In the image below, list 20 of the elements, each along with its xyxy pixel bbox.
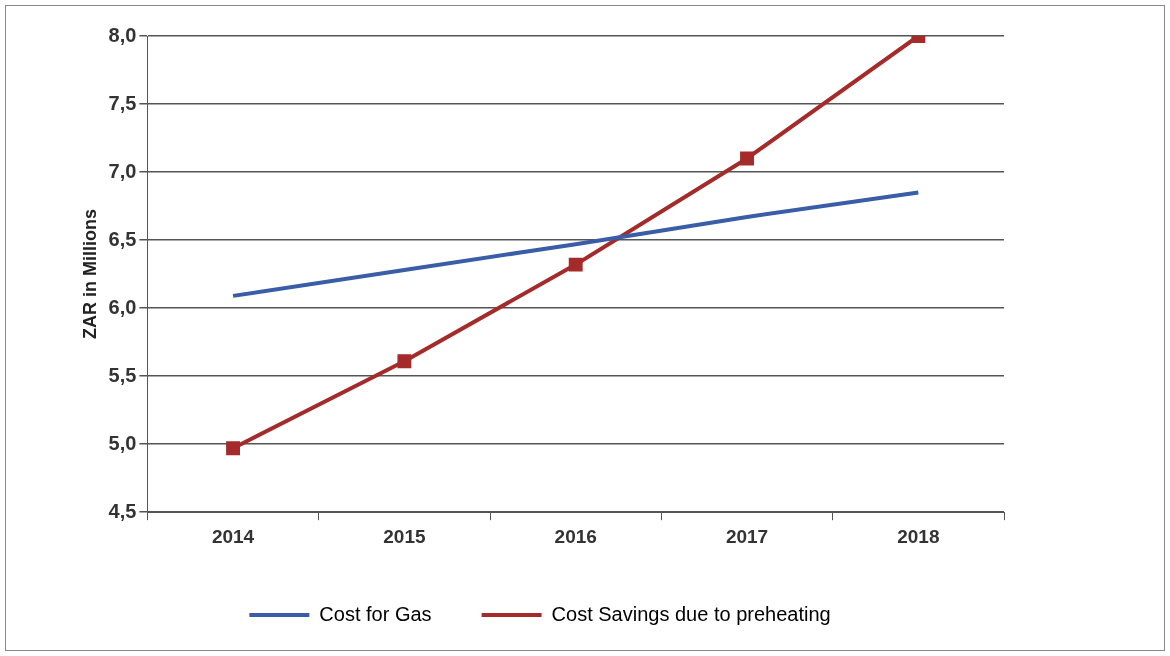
- x-tick-label: 2018: [897, 525, 940, 547]
- point: [226, 441, 241, 456]
- point: [568, 257, 583, 272]
- x-tick-label: 2016: [554, 525, 597, 547]
- x-tick-label: 2015: [383, 525, 426, 547]
- legend-label: Cost for Gas: [319, 602, 432, 625]
- y-tick-label: 4,5: [108, 499, 137, 522]
- point: [740, 151, 754, 166]
- y-tick-label: 5,0: [108, 431, 137, 454]
- y-tick-label: 6,0: [108, 295, 137, 318]
- x-tick-label: 2014: [211, 525, 255, 547]
- y-tick-label: 8,0: [108, 23, 137, 46]
- y-axis-title: ZAR in Millions: [79, 209, 100, 340]
- y-tick-label: 5,5: [108, 363, 137, 386]
- x-tick-label: 2017: [725, 525, 769, 547]
- point: [397, 354, 412, 369]
- y-tick-label: 6,5: [108, 227, 137, 250]
- y-tick-label: 7,0: [108, 159, 137, 182]
- y-tick-label: 7,5: [108, 91, 137, 114]
- legend-label: Cost Savings due to preheating: [551, 602, 831, 625]
